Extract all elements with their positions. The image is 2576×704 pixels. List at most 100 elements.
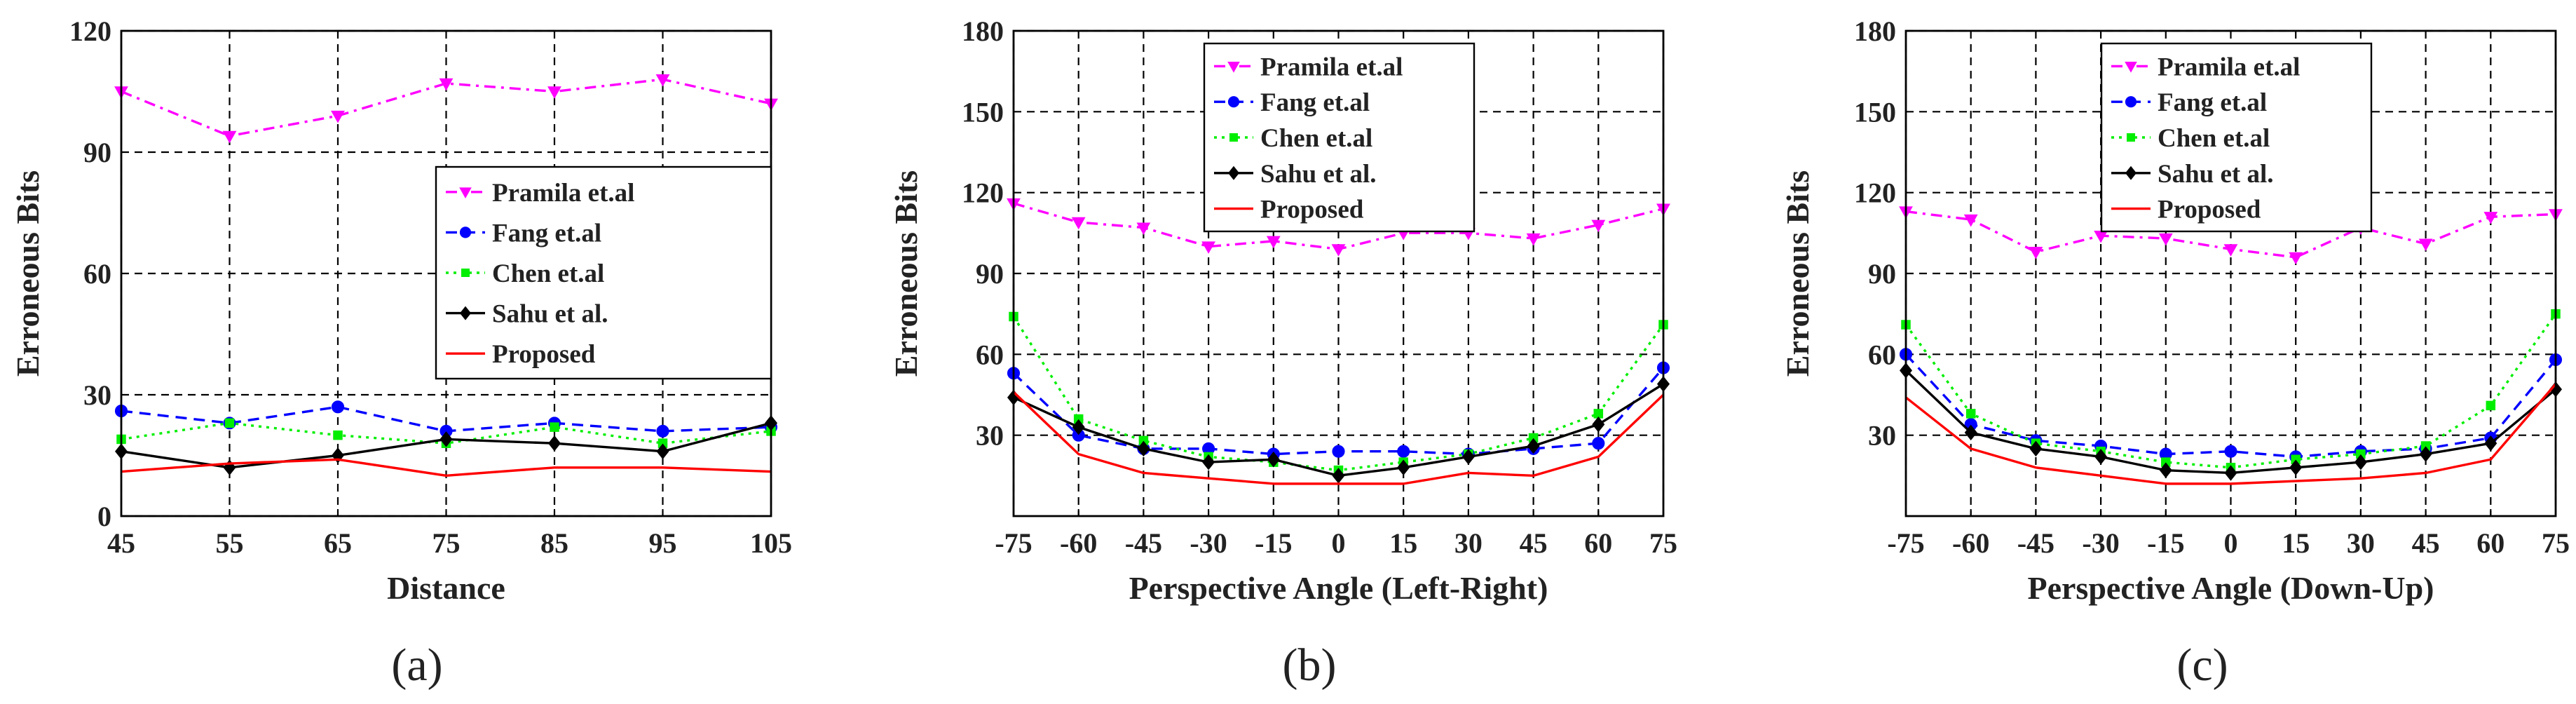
- data-point: [223, 459, 236, 476]
- x-tick-label: -75: [995, 527, 1032, 559]
- y-tick-label: 90: [1868, 258, 1896, 290]
- data-point: [656, 424, 669, 438]
- data-point: [550, 422, 559, 432]
- data-point: [1072, 419, 1085, 435]
- x-tick-label: 60: [2476, 527, 2505, 559]
- legend-label: Fang et.al: [2158, 88, 2267, 117]
- y-tick-label: 180: [962, 15, 1004, 47]
- figure-caption: (a): [391, 639, 442, 691]
- data-point: [2486, 400, 2496, 411]
- data-point: [222, 130, 237, 144]
- x-tick-label: 55: [216, 527, 244, 559]
- legend-label: Fang et.al: [1260, 88, 1370, 117]
- legend-marker: [461, 269, 470, 277]
- data-point: [2354, 454, 2367, 471]
- data-point: [1527, 438, 1540, 454]
- legend-marker: [459, 187, 472, 198]
- series-line-5: [121, 458, 772, 478]
- x-tick-label: 0: [1332, 527, 1346, 559]
- x-tick-label: 60: [1584, 527, 1612, 559]
- data-point: [1397, 459, 1410, 476]
- figure-caption: (c): [2176, 639, 2228, 691]
- data-point: [2094, 230, 2108, 243]
- data-point: [1266, 236, 1281, 249]
- x-tick-label: -45: [2017, 527, 2054, 559]
- x-tick-label: -30: [1190, 527, 1227, 559]
- y-tick-label: 0: [97, 501, 111, 532]
- x-tick-label: -75: [1887, 527, 1924, 559]
- data-point: [1526, 233, 1541, 246]
- data-point: [2356, 449, 2366, 459]
- x-tick-label: -45: [1125, 527, 1162, 559]
- x-tick-label: 30: [2347, 527, 2375, 559]
- data-point: [2224, 445, 2237, 458]
- legend-marker: [1227, 96, 1240, 108]
- data-point: [439, 78, 454, 91]
- data-point: [2223, 244, 2238, 257]
- data-point: [1397, 445, 1410, 458]
- data-point: [2418, 238, 2433, 252]
- y-tick-label: 60: [83, 258, 111, 290]
- y-axis-title: Erroneous Bits: [10, 170, 46, 377]
- plot-frame: [1012, 29, 1665, 517]
- data-point: [1071, 217, 1086, 230]
- x-tick-label: 95: [649, 527, 677, 559]
- legend-marker: [2125, 165, 2137, 180]
- data-point: [657, 438, 668, 448]
- legend-marker: [2125, 62, 2137, 73]
- legend-label: Pramila et.al: [1260, 53, 1403, 81]
- x-tick-label: -15: [2147, 527, 2184, 559]
- y-axis-title: Erroneous Bits: [1780, 170, 1815, 377]
- data-point: [2419, 446, 2432, 462]
- data-point: [1136, 222, 1151, 235]
- x-tick-label: 0: [2224, 527, 2238, 559]
- data-point: [2161, 457, 2171, 467]
- y-tick-label: 150: [1854, 96, 1896, 128]
- data-point: [1592, 437, 1605, 450]
- data-point: [1138, 435, 1149, 446]
- data-point: [2289, 459, 2303, 476]
- x-axis-title: Perspective Angle (Left-Right): [1129, 570, 1548, 606]
- data-point: [1267, 452, 1280, 468]
- data-point: [331, 110, 345, 123]
- legend-box: [1203, 42, 1476, 233]
- data-point: [548, 435, 561, 452]
- legend-label: Proposed: [1260, 196, 1364, 224]
- data-point: [656, 443, 669, 459]
- data-point: [1202, 454, 1215, 471]
- x-tick-label: 85: [540, 527, 568, 559]
- legend-label: Fang et.al: [492, 219, 601, 248]
- x-axis-title: Perspective Angle (Down-Up): [2027, 570, 2434, 606]
- legend-box: [2100, 42, 2373, 233]
- x-tick-label: 75: [1649, 527, 1677, 559]
- data-point: [1591, 219, 1606, 233]
- data-point: [2483, 212, 2498, 224]
- y-tick-label: 150: [962, 96, 1004, 128]
- legend-label: Sahu et al.: [2158, 160, 2274, 189]
- data-point: [2029, 440, 2043, 457]
- legend-label: Chen et.al: [2158, 124, 2270, 153]
- x-tick-label: 65: [324, 527, 352, 559]
- legend-label: Proposed: [2158, 196, 2261, 224]
- y-tick-label: 30: [83, 379, 111, 411]
- y-tick-label: 30: [976, 420, 1004, 452]
- data-point: [331, 400, 345, 414]
- data-point: [1593, 409, 1604, 419]
- legend-label: Pramila et.al: [492, 179, 634, 208]
- data-point: [1332, 468, 1345, 484]
- series-line-2: [1904, 353, 2557, 459]
- data-point: [2291, 454, 2301, 465]
- y-tick-label: 180: [1854, 15, 1896, 47]
- x-tick-label: 75: [432, 527, 461, 559]
- legend-marker: [1228, 165, 1239, 180]
- data-point: [2420, 441, 2431, 451]
- data-point: [439, 431, 453, 447]
- data-point: [1073, 414, 1084, 424]
- x-tick-label: 15: [2282, 527, 2310, 559]
- data-point: [2224, 465, 2237, 481]
- y-axis-title: Erroneous Bits: [888, 170, 924, 377]
- data-point: [1331, 244, 1346, 257]
- y-tick-label: 60: [1868, 339, 1896, 370]
- data-point: [1964, 424, 1977, 441]
